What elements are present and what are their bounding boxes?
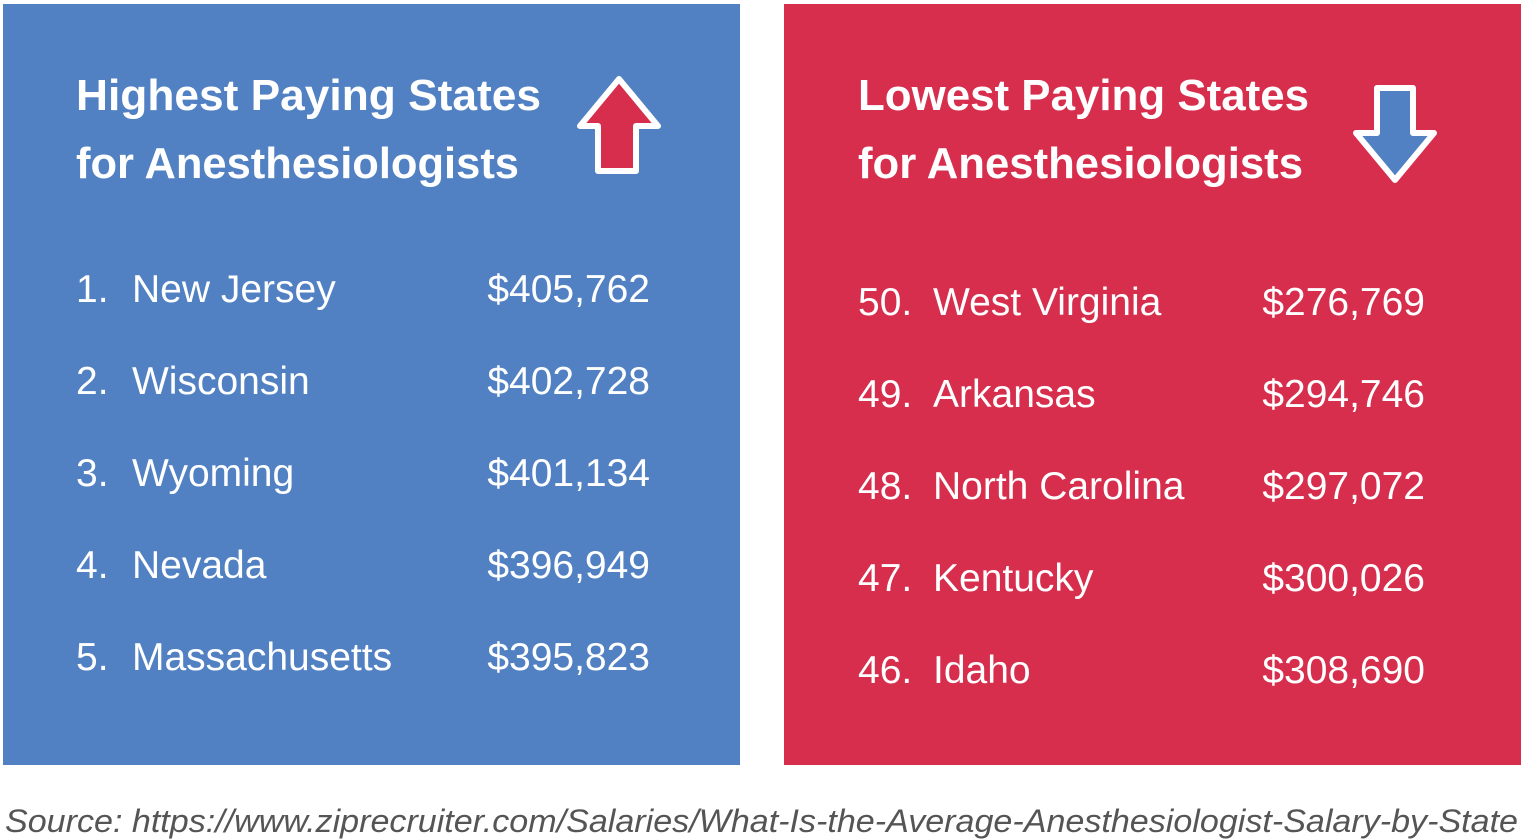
salary: $294,746 — [1262, 373, 1425, 416]
salary: $276,769 — [1262, 281, 1425, 324]
salary: $300,026 — [1262, 557, 1425, 600]
salary: $396,949 — [487, 544, 650, 587]
panel-title: for Anesthesiologists — [76, 139, 519, 188]
panel-title: Highest Paying States — [76, 71, 541, 120]
salary: $297,072 — [1262, 465, 1425, 508]
salary: $405,762 — [487, 268, 650, 311]
rank: 4. — [76, 544, 109, 587]
salary: $402,728 — [487, 360, 650, 403]
down-arrow — [1353, 85, 1437, 183]
panel-title: Lowest Paying States — [858, 71, 1309, 120]
rank: 46. — [858, 649, 912, 692]
rank: 49. — [858, 373, 912, 416]
state-name: West Virginia — [933, 281, 1162, 324]
salary: $308,690 — [1262, 649, 1425, 692]
rank: 5. — [76, 636, 109, 679]
state-name: North Carolina — [933, 465, 1185, 508]
rank: 50. — [858, 281, 912, 324]
salary: $395,823 — [487, 636, 650, 679]
panel-title: for Anesthesiologists — [858, 139, 1303, 188]
rank: 1. — [76, 268, 109, 311]
source: Source: https://www.ziprecruiter.com/Sal… — [5, 803, 1518, 839]
rank: 2. — [76, 360, 109, 403]
rank: 47. — [858, 557, 912, 600]
state-name: Wisconsin — [132, 360, 310, 403]
rank: 48. — [858, 465, 912, 508]
up-arrow — [577, 76, 661, 174]
state-name: Wyoming — [132, 452, 294, 495]
rank: 3. — [76, 452, 109, 495]
state-name: Massachusetts — [132, 636, 392, 679]
state-name: Nevada — [132, 544, 267, 587]
salary: $401,134 — [487, 452, 650, 495]
state-name: Arkansas — [933, 373, 1096, 416]
state-name: Kentucky — [933, 557, 1094, 600]
state-name: Idaho — [933, 649, 1031, 692]
state-name: New Jersey — [132, 268, 336, 311]
